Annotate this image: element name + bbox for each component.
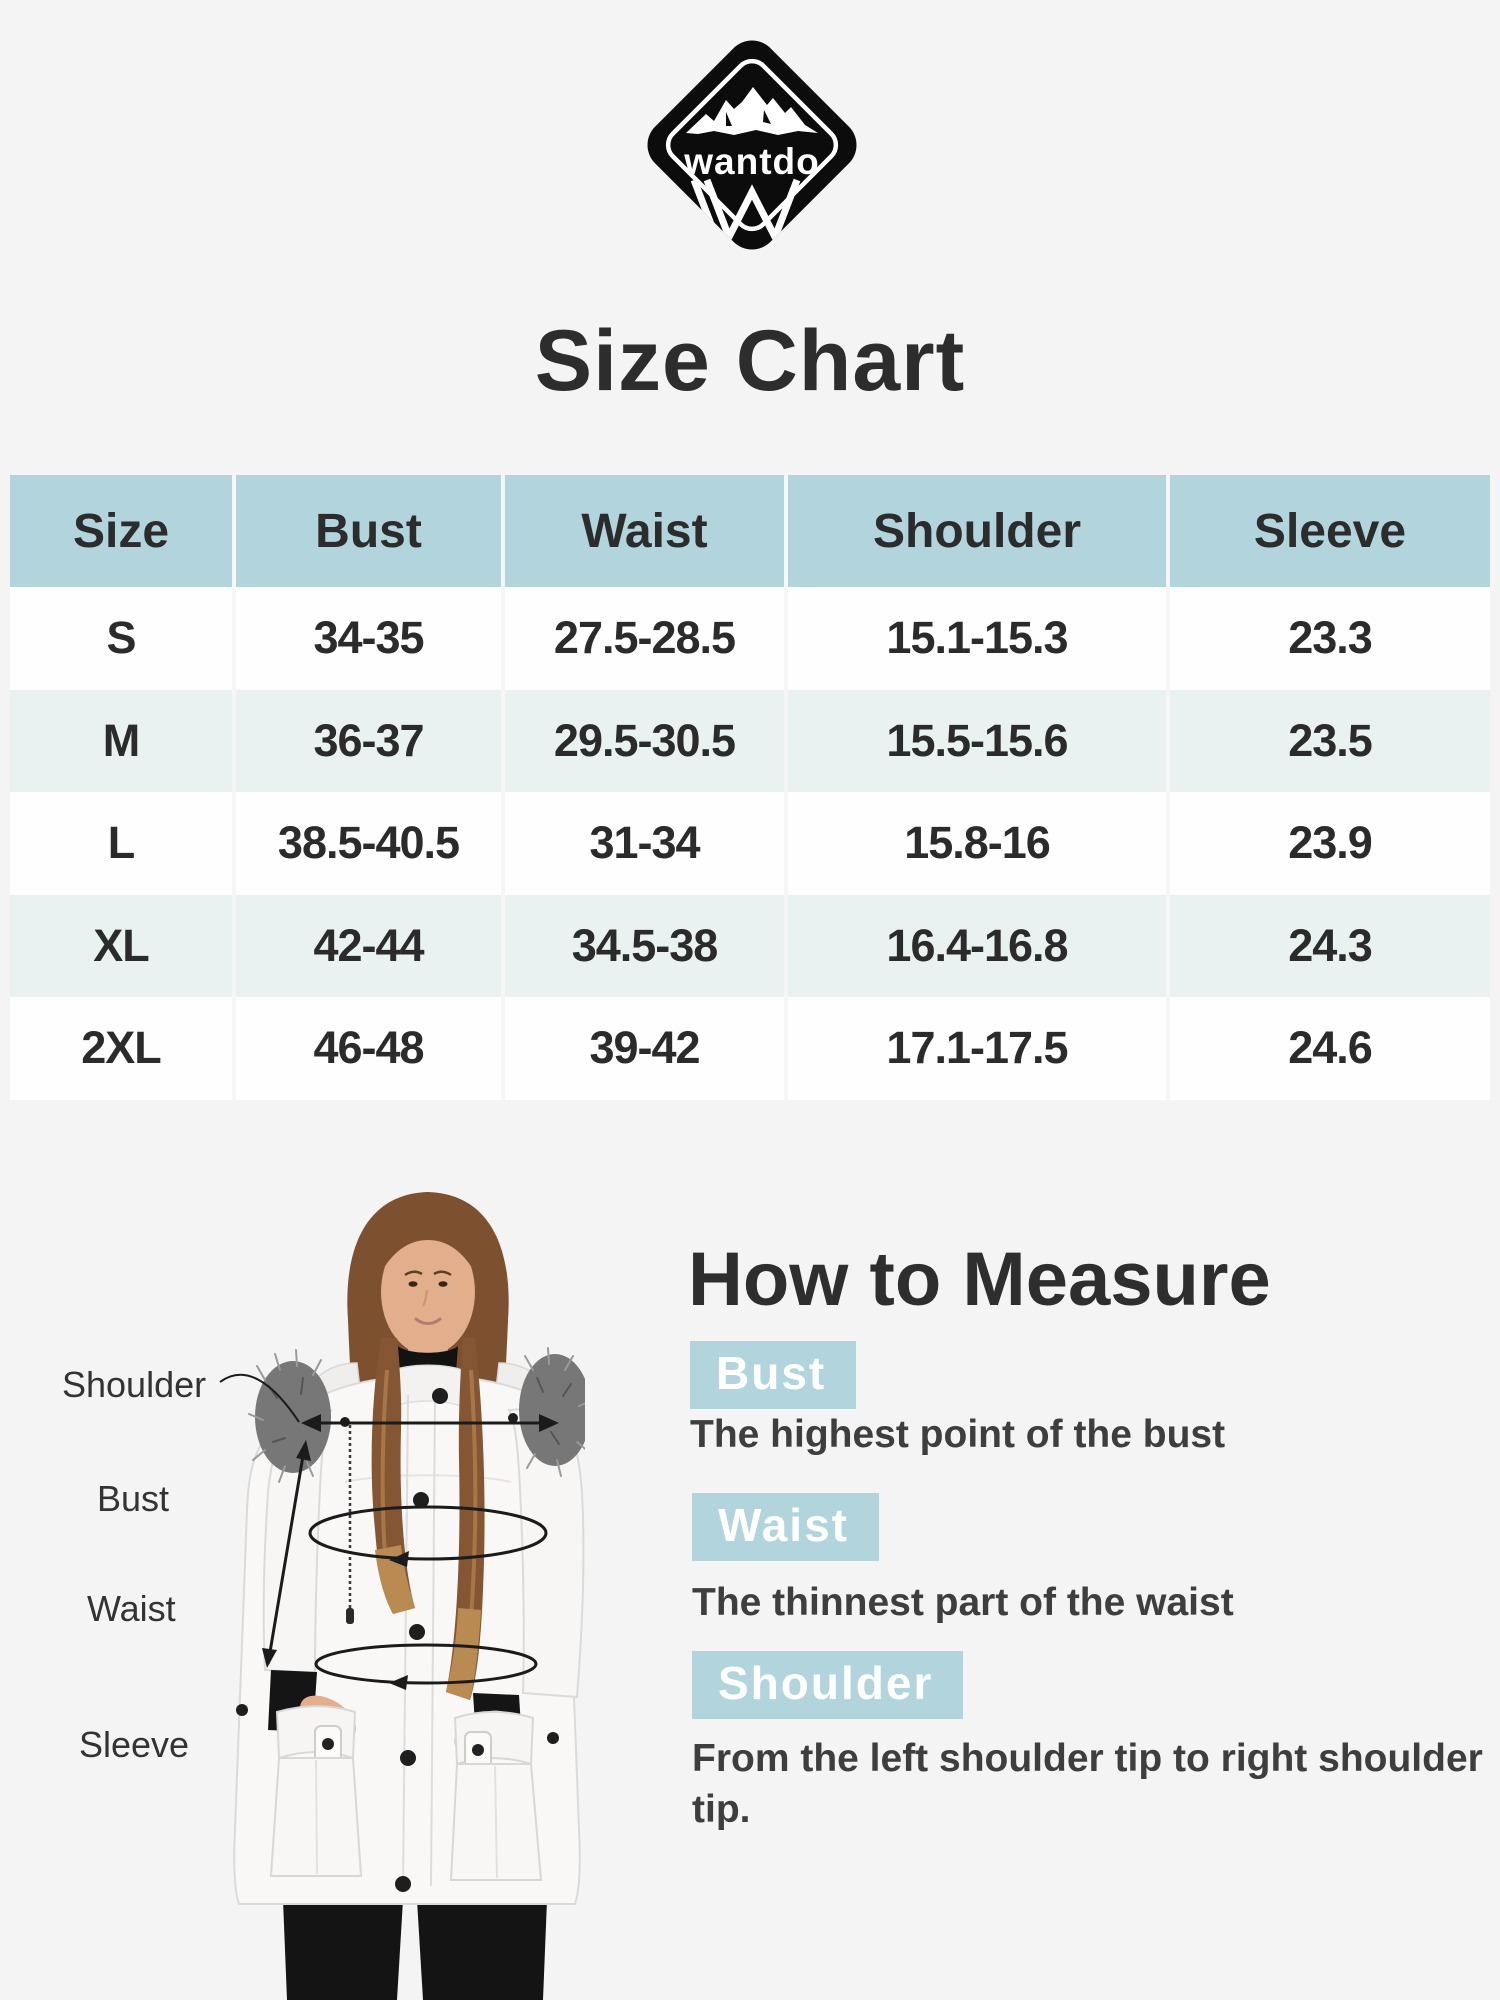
- cell-waist: 29.5-30.5: [501, 689, 784, 792]
- model-pants: [417, 1900, 547, 2000]
- snap-buttons: [236, 1388, 559, 1892]
- cell-sleeve: 23.9: [1166, 792, 1490, 895]
- cell-size: 2XL: [10, 997, 232, 1100]
- measure-desc-shoulder: From the left shoulder tip to right shou…: [692, 1737, 1483, 1831]
- cell-sleeve: 24.6: [1166, 997, 1490, 1100]
- model-hair-front: [371, 1338, 485, 1700]
- measure-badge-bust: Bust: [690, 1341, 857, 1409]
- cell-shoulder: 15.1-15.3: [784, 587, 1166, 690]
- measure-badge-shoulder: Shoulder: [692, 1651, 964, 1719]
- figure-label-shoulder: Shoulder: [62, 1364, 207, 1405]
- figure-label-bust: Bust: [97, 1478, 170, 1519]
- cell-size: XL: [10, 894, 232, 997]
- cell-bust: 42-44: [232, 894, 501, 997]
- logo-brand-text: wantdo: [683, 141, 819, 182]
- cell-waist: 34.5-38: [501, 894, 784, 997]
- how-to-measure-heading: How to Measure: [688, 1237, 1271, 1322]
- mountain-icon: [686, 87, 818, 135]
- cell-sleeve: 24.3: [1166, 894, 1490, 997]
- cell-shoulder: 15.8-16: [784, 792, 1166, 895]
- bust-tape: [308, 1505, 548, 1561]
- col-header-shoulder: Shoulder: [784, 475, 1166, 587]
- sleeve-arrow: [266, 1443, 307, 1665]
- page-title: Size Chart: [534, 313, 966, 409]
- fur-hood: [248, 1347, 585, 1483]
- figure-label-sleeve: Sleeve: [79, 1724, 190, 1765]
- cell-shoulder: 17.1-17.5: [784, 997, 1166, 1100]
- cell-bust: 34-35: [232, 587, 501, 690]
- cell-waist: 27.5-28.5: [501, 587, 784, 690]
- col-header-sleeve: Sleeve: [1166, 475, 1490, 587]
- label-connector-line: [219, 1373, 300, 1423]
- cell-waist: 39-42: [501, 997, 784, 1100]
- model-photo: [219, 1192, 585, 2000]
- figure-label-waist: Waist: [87, 1588, 176, 1629]
- col-header-size: Size: [10, 475, 232, 587]
- cell-bust: 36-37: [232, 689, 501, 792]
- arrow-heads: [262, 1414, 559, 1690]
- cell-shoulder: 15.5-15.6: [784, 689, 1166, 792]
- model-face: [381, 1229, 475, 1355]
- size-table: Size Bust Waist Shoulder Sleeve S 34-35 …: [10, 475, 1490, 1100]
- jacket-right-sleeve: [507, 1405, 585, 1699]
- waist-tape: [314, 1643, 538, 1685]
- cell-shoulder: 16.4-16.8: [784, 894, 1166, 997]
- cell-bust: 46-48: [232, 997, 501, 1100]
- cell-waist: 31-34: [501, 792, 784, 895]
- cell-sleeve: 23.5: [1166, 689, 1490, 792]
- measure-badge-waist: Waist: [692, 1493, 879, 1561]
- cell-size: M: [10, 689, 232, 792]
- cell-size: L: [10, 792, 232, 895]
- cell-bust: 38.5-40.5: [232, 792, 501, 895]
- col-header-waist: Waist: [501, 475, 784, 587]
- model-pants: [283, 1900, 403, 2000]
- measurement-arrows: [219, 1373, 555, 1685]
- measure-desc-waist: The thinnest part of the waist: [692, 1581, 1234, 1624]
- cell-sleeve: 23.3: [1166, 587, 1490, 690]
- measure-desc-bust: The highest point of the bust: [690, 1413, 1226, 1456]
- wantdo-logo: wantdo: [647, 40, 857, 250]
- cell-size: S: [10, 587, 232, 690]
- col-header-bust: Bust: [232, 475, 501, 587]
